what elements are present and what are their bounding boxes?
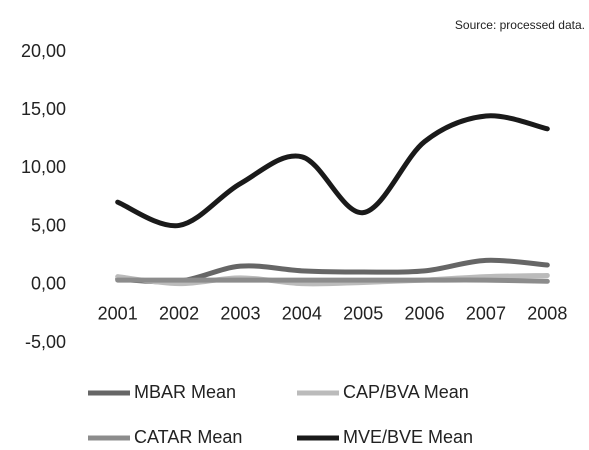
y-tick-label: 20,00 — [21, 41, 66, 61]
legend-label: CATAR Mean — [134, 427, 242, 447]
chart-subtitle: Source: processed data. — [455, 18, 585, 32]
x-tick-label: 2006 — [405, 304, 445, 324]
x-tick-label: 2007 — [466, 304, 506, 324]
series-line — [115, 272, 550, 287]
legend-label: MBAR Mean — [134, 382, 236, 402]
x-tick-label: 2004 — [282, 304, 322, 324]
x-tick-label: 2008 — [527, 304, 567, 324]
x-tick-label: 2001 — [98, 304, 138, 324]
x-tick-label: 2003 — [220, 304, 260, 324]
y-tick-label: 5,00 — [31, 215, 66, 235]
series-line — [115, 277, 550, 284]
legend-label: CAP/BVA Mean — [343, 382, 469, 402]
series-line — [115, 113, 550, 229]
y-tick-label: 0,00 — [31, 274, 66, 294]
legend-label: MVE/BVE Mean — [343, 427, 473, 447]
y-tick-label: 15,00 — [21, 99, 66, 119]
x-tick-label: 2002 — [159, 304, 199, 324]
x-tick-label: 2005 — [343, 304, 383, 324]
y-tick-label: -5,00 — [25, 332, 66, 352]
y-tick-label: 10,00 — [21, 157, 66, 177]
